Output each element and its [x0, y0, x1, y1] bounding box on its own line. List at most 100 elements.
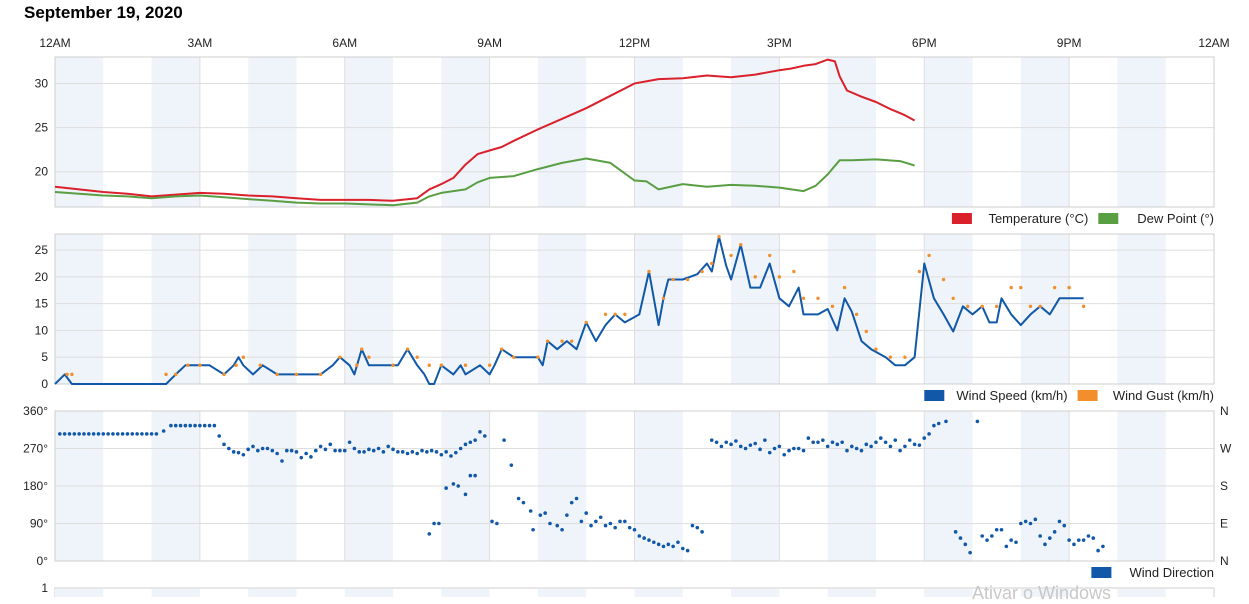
data-point: [569, 500, 574, 505]
data-point: [652, 540, 656, 545]
y-tick-label: 360°: [23, 404, 48, 418]
data-point: [149, 432, 154, 436]
data-point: [439, 452, 444, 457]
y-tick-label: 180°: [23, 479, 48, 493]
data-point: [864, 329, 868, 334]
data-point: [830, 440, 835, 445]
data-point: [874, 347, 878, 351]
data-point: [429, 448, 434, 453]
time-tick-label: 9PM: [1057, 36, 1082, 50]
hour-band: [827, 57, 876, 207]
next-chart-stub: 1: [41, 581, 1215, 597]
data-point: [753, 275, 757, 279]
data-point: [608, 521, 613, 526]
data-point: [202, 423, 207, 428]
data-point: [516, 496, 521, 501]
hour-band: [924, 57, 973, 207]
data-point: [463, 442, 468, 447]
legend-swatch: [924, 390, 945, 401]
data-point: [77, 432, 81, 436]
hour-band: [1020, 589, 1070, 597]
data-point: [840, 440, 844, 445]
data-point: [371, 448, 376, 453]
data-point: [907, 438, 912, 442]
data-point: [1004, 544, 1009, 549]
series-line: [54, 235, 1084, 385]
y-tick-label: 270°: [23, 442, 48, 456]
data-point: [623, 519, 627, 524]
data-point: [656, 542, 661, 547]
data-point: [777, 275, 782, 279]
hour-band: [634, 234, 683, 384]
data-point: [714, 440, 719, 445]
data-point: [70, 372, 74, 377]
data-point: [62, 432, 67, 436]
data-point: [565, 513, 569, 517]
y-tick-label: 20: [35, 270, 49, 284]
time-tick-label: 6AM: [332, 36, 357, 50]
data-point: [671, 544, 675, 549]
data-point: [782, 452, 787, 457]
data-point: [869, 444, 873, 449]
y-tick-label: 20: [35, 165, 49, 179]
data-point: [246, 447, 250, 452]
data-point: [584, 320, 588, 325]
legend-swatch: [1098, 213, 1119, 224]
hour-band: [55, 589, 104, 597]
data-point: [627, 525, 632, 530]
page-title: September 19, 2020: [24, 3, 183, 22]
data-point: [642, 536, 646, 540]
data-point: [796, 446, 801, 451]
data-point: [661, 544, 666, 549]
data-point: [685, 548, 690, 553]
data-point: [845, 448, 849, 453]
data-point: [743, 446, 748, 451]
data-point: [241, 355, 246, 359]
data-point: [966, 304, 970, 309]
data-point: [193, 423, 197, 428]
data-point: [478, 430, 482, 434]
data-point: [396, 450, 400, 454]
legend-label: Temperature (°C): [988, 211, 1088, 226]
data-point: [709, 438, 714, 442]
data-point: [772, 446, 777, 451]
temperature-chart: 20 25 30 Dew Point (°) Temperature (°C): [35, 56, 1215, 226]
hour-band: [1117, 57, 1166, 207]
data-point: [980, 534, 984, 538]
data-point: [338, 355, 342, 359]
y-tick-label: 30: [35, 76, 49, 90]
data-point: [936, 421, 941, 426]
data-point: [777, 444, 782, 449]
data-point: [285, 448, 289, 453]
data-point: [251, 444, 255, 449]
data-point: [463, 492, 468, 497]
data-point: [560, 339, 564, 343]
data-point: [734, 439, 738, 443]
data-point: [632, 527, 637, 532]
data-point: [1052, 530, 1057, 534]
data-point: [72, 432, 77, 436]
data-point: [391, 363, 395, 367]
data-point: [367, 355, 371, 359]
data-point: [579, 519, 584, 524]
data-point: [953, 530, 958, 534]
data-point: [729, 442, 733, 447]
data-point: [140, 432, 144, 436]
data-point: [864, 442, 869, 447]
data-point: [1019, 285, 1023, 290]
data-point: [164, 372, 168, 377]
compass-label: W: [1220, 442, 1232, 456]
data-point: [313, 448, 318, 453]
wind-speed-chart: 0 5 10 15 20 25 Wind Gust (km/h) Wind Speed (km…: [35, 233, 1215, 403]
data-point: [234, 363, 238, 367]
hour-band: [634, 589, 683, 597]
y-tick-label: 25: [35, 121, 49, 135]
data-point: [1038, 304, 1042, 309]
plot-frame: [54, 410, 1215, 562]
data-point: [801, 448, 806, 453]
data-point: [1086, 534, 1091, 538]
data-point: [1028, 521, 1033, 526]
data-point: [893, 438, 898, 442]
legend-swatch: [951, 213, 972, 224]
time-tick-label: 12AM: [1198, 36, 1229, 50]
